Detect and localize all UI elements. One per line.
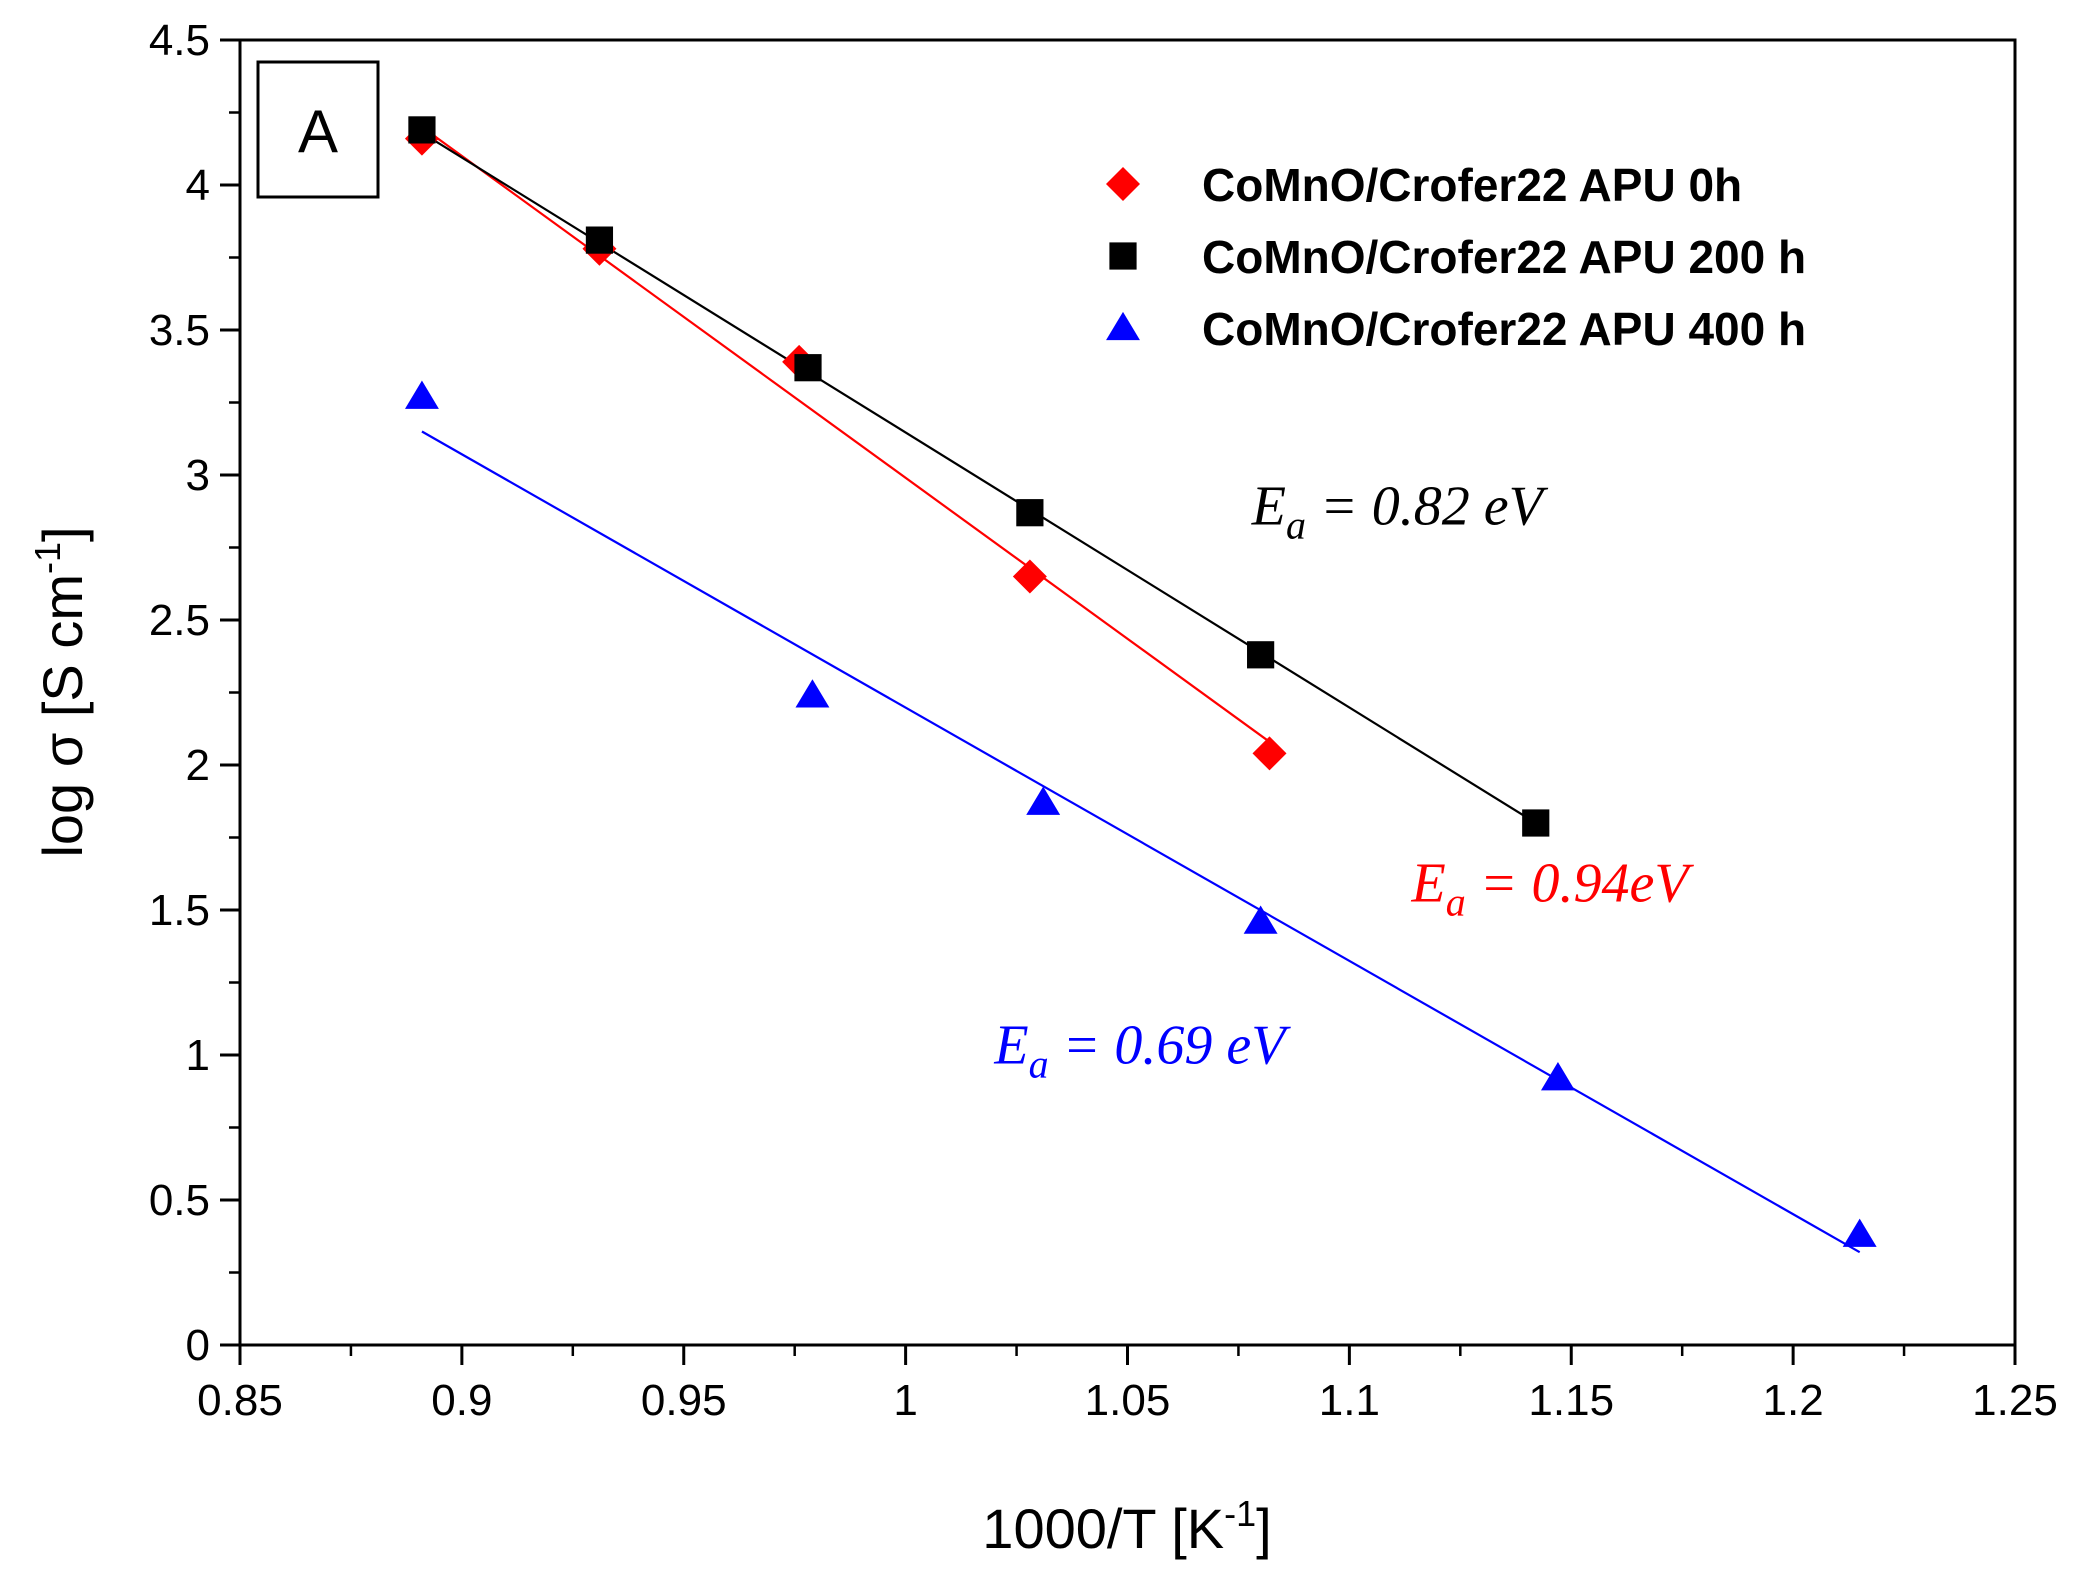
y-tick-label: 3 (186, 451, 210, 500)
data-point-series-1 (1522, 809, 1550, 837)
legend-label-2: CoMnO/Crofer22 APU 400 h (1202, 303, 1806, 355)
fit-line-series-2 (421, 430, 1861, 1254)
y-tick-label: 0.5 (149, 1176, 210, 1225)
x-tick-label: 1.15 (1528, 1376, 1614, 1425)
legend-marker-1 (1109, 242, 1137, 270)
data-point-series-1 (585, 226, 614, 254)
axis-ticks: 0.85 0.9 0.95 1 1.05 1.1 1.15 1.2 1.25 0 0.5 1 1.5 2 2… (149, 16, 2058, 1425)
data-point-series-2 (1243, 905, 1278, 934)
activation-energy-label-1: Ea = 0.94eV (1411, 852, 1695, 924)
y-tick-label: 2 (186, 741, 210, 790)
data-point-series-1 (1247, 641, 1275, 669)
x-tick-label: 1.2 (1763, 1376, 1824, 1425)
x-axis-title: 1000/T [K-1] (982, 1493, 1271, 1560)
panel-label: A (298, 98, 338, 165)
legend-label-1: CoMnO/Crofer22 APU 200 h (1202, 231, 1806, 283)
activation-energy-label-0: Ea = 0.82 eV (1251, 475, 1549, 547)
data-point-series-1 (794, 354, 822, 382)
legend-marker-2 (1106, 311, 1140, 341)
y-tick-label: 1 (186, 1031, 210, 1080)
panel-label-frame (256, 60, 380, 199)
y-tick-label: 4.5 (149, 16, 210, 65)
x-tick-label: 0.95 (641, 1376, 727, 1425)
data-point-series-1 (408, 116, 436, 144)
data-point-series-1 (1016, 499, 1044, 527)
y-tick-label: 4 (186, 161, 210, 210)
y-tick-label: 2.5 (149, 596, 210, 645)
x-tick-label: 1.1 (1319, 1376, 1380, 1425)
y-tick-label: 0 (186, 1321, 210, 1370)
data-point-series-0 (1012, 559, 1047, 594)
panel-label-box: A (256, 60, 380, 199)
x-tick-label: 1.25 (1972, 1376, 2058, 1425)
data-point-series-2 (1026, 786, 1061, 815)
x-tick-label: 0.85 (197, 1376, 283, 1425)
data-point-series-2 (1540, 1062, 1575, 1091)
legend-label-0: CoMnO/Crofer22 APU 0h (1202, 159, 1742, 211)
legend-marker-0 (1106, 167, 1140, 201)
data-point-series-2 (1842, 1218, 1877, 1247)
activation-energy-label-2: Ea = 0.69 eV (993, 1015, 1291, 1087)
y-tick-label: 1.5 (149, 886, 210, 935)
y-axis-title: log σ [S cm-1] (27, 526, 94, 857)
data-markers (404, 116, 1877, 1247)
fit-lines (421, 126, 1861, 1254)
legend: CoMnO/Crofer22 APU 0h CoMnO/Crofer22 APU … (1106, 159, 1806, 355)
x-tick-label: 0.9 (431, 1376, 492, 1425)
activation-energy-annotations: Ea = 0.82 eV Ea = 0.94eV Ea = 0.69 eV (993, 475, 1694, 1086)
fit-line-series-0 (421, 126, 1271, 743)
x-tick-label: 1 (893, 1376, 917, 1425)
y-tick-label: 3.5 (149, 306, 210, 355)
data-point-series-0 (1252, 736, 1287, 771)
data-point-series-2 (404, 380, 439, 409)
x-tick-label: 1.05 (1085, 1376, 1171, 1425)
data-point-series-2 (795, 679, 830, 708)
